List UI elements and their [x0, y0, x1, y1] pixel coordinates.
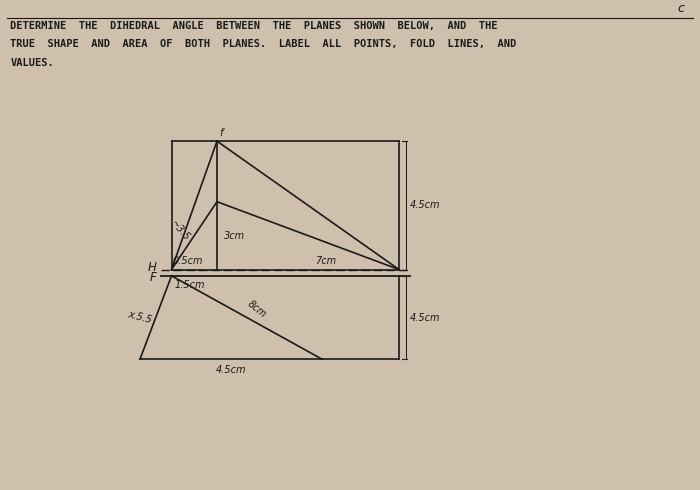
Text: 4.5cm: 4.5cm — [216, 365, 246, 375]
Text: 1.5cm: 1.5cm — [175, 280, 206, 290]
Text: x.5.5: x.5.5 — [127, 310, 153, 325]
Text: VALUES.: VALUES. — [10, 58, 55, 68]
Text: 8cm: 8cm — [246, 298, 269, 319]
Text: f: f — [219, 128, 223, 138]
Text: 3cm: 3cm — [224, 231, 245, 241]
Text: 7cm: 7cm — [315, 256, 336, 266]
Text: H: H — [147, 261, 156, 274]
Text: 4.5cm: 4.5cm — [410, 313, 440, 322]
Text: c: c — [677, 2, 684, 15]
Text: 0.5cm: 0.5cm — [173, 256, 204, 266]
Text: 4.5cm: 4.5cm — [410, 200, 440, 210]
Text: ~3.5: ~3.5 — [169, 219, 192, 243]
Text: TRUE  SHAPE  AND  AREA  OF  BOTH  PLANES.  LABEL  ALL  POINTS,  FOLD  LINES,  AN: TRUE SHAPE AND AREA OF BOTH PLANES. LABE… — [10, 39, 517, 49]
Text: DETERMINE  THE  DIHEDRAL  ANGLE  BETWEEN  THE  PLANES  SHOWN  BELOW,  AND  THE: DETERMINE THE DIHEDRAL ANGLE BETWEEN THE… — [10, 21, 498, 31]
Text: F: F — [149, 271, 156, 284]
